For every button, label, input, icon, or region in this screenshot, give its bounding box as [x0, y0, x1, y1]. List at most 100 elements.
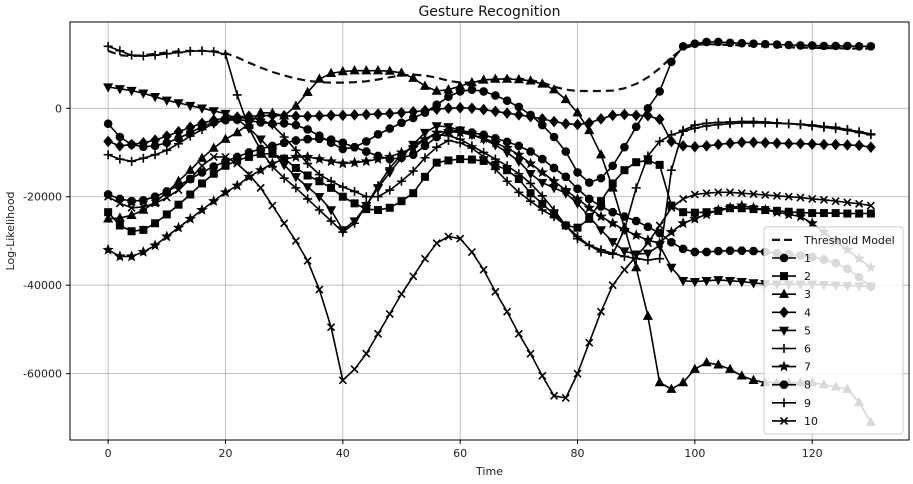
data-point: [220, 49, 230, 59]
data-point: [138, 51, 148, 61]
data-point: [385, 163, 395, 173]
data-point: [490, 73, 501, 83]
x-tick-label: 120: [802, 447, 823, 460]
data-point: [667, 203, 676, 212]
data-point: [209, 162, 218, 171]
data-point: [655, 221, 664, 230]
data-point: [725, 117, 735, 127]
data-point: [724, 201, 736, 213]
x-tick-label: 60: [453, 447, 467, 460]
data-point: [537, 78, 548, 88]
data-point: [373, 181, 383, 191]
data-point: [232, 90, 242, 100]
data-point: [432, 239, 441, 248]
data-point: [502, 161, 512, 171]
data-point: [608, 281, 617, 290]
data-point: [185, 46, 195, 56]
data-point: [103, 135, 113, 148]
data-point: [572, 107, 583, 117]
data-point: [866, 201, 875, 210]
data-point: [467, 141, 477, 151]
data-point: [654, 237, 666, 248]
data-point: [596, 307, 606, 316]
data-point: [126, 86, 137, 97]
data-point: [384, 107, 395, 120]
data-point: [397, 118, 406, 128]
data-point: [560, 184, 572, 195]
data-point: [326, 109, 336, 122]
data-point: [396, 67, 407, 77]
data-point: [654, 376, 665, 387]
data-point: [779, 416, 789, 425]
data-point: [571, 192, 584, 204]
data-point: [608, 208, 617, 217]
data-point: [607, 109, 618, 122]
data-point: [115, 140, 125, 152]
data-point: [302, 110, 313, 122]
data-point: [338, 138, 347, 147]
data-point: [679, 194, 688, 203]
data-point: [197, 161, 207, 170]
data-point: [655, 87, 664, 96]
y-axis-title: Log-Likelihood: [4, 191, 17, 270]
data-point: [467, 155, 476, 164]
data-point: [830, 138, 841, 151]
data-point: [127, 156, 137, 166]
data-point: [573, 168, 582, 177]
data-point: [479, 265, 488, 274]
data-point: [208, 107, 219, 117]
data-point: [303, 256, 312, 265]
legend-label: 3: [804, 288, 811, 301]
data-point: [290, 100, 301, 110]
data-point: [749, 246, 758, 256]
data-point: [808, 194, 817, 203]
data-point: [350, 365, 359, 374]
data-point: [174, 200, 183, 209]
data-point: [432, 130, 442, 140]
data-point: [361, 65, 372, 75]
data-point: [678, 140, 688, 152]
data-point: [444, 92, 453, 102]
data-point: [303, 125, 312, 134]
data-point: [138, 153, 148, 163]
data-point: [408, 141, 418, 151]
data-point: [314, 73, 325, 83]
data-point: [138, 136, 149, 149]
data-point: [632, 158, 641, 167]
data-point: [749, 117, 759, 127]
legend-label: Threshold Model: [803, 234, 895, 247]
data-point: [549, 115, 559, 128]
data-point: [337, 157, 349, 169]
data-point: [409, 272, 418, 281]
data-point: [267, 120, 277, 130]
data-point: [502, 137, 512, 147]
data-point: [689, 140, 700, 153]
data-point: [185, 101, 196, 112]
data-point: [583, 201, 595, 213]
data-point: [855, 199, 864, 208]
data-point: [690, 190, 699, 199]
data-point: [291, 236, 300, 246]
legend-label: 10: [804, 415, 818, 428]
data-point: [244, 148, 254, 157]
data-point: [549, 391, 559, 400]
data-point: [561, 220, 571, 230]
data-point: [701, 277, 712, 287]
data-point: [584, 178, 594, 187]
data-point: [478, 74, 489, 84]
data-point: [725, 277, 736, 287]
legend: Threshold Model 1 2 3 4 5 6 7 8 9 10: [763, 226, 904, 435]
data-point: [725, 246, 735, 255]
data-point: [209, 119, 219, 129]
data-point: [231, 179, 243, 191]
data-point: [244, 123, 254, 133]
data-point: [362, 147, 371, 156]
data-point: [689, 363, 700, 373]
data-point: [256, 114, 266, 124]
data-point: [713, 117, 723, 127]
data-point: [620, 142, 629, 152]
data-point: [665, 226, 678, 237]
data-point: [619, 251, 629, 261]
data-point: [313, 153, 325, 164]
data-point: [115, 132, 125, 142]
